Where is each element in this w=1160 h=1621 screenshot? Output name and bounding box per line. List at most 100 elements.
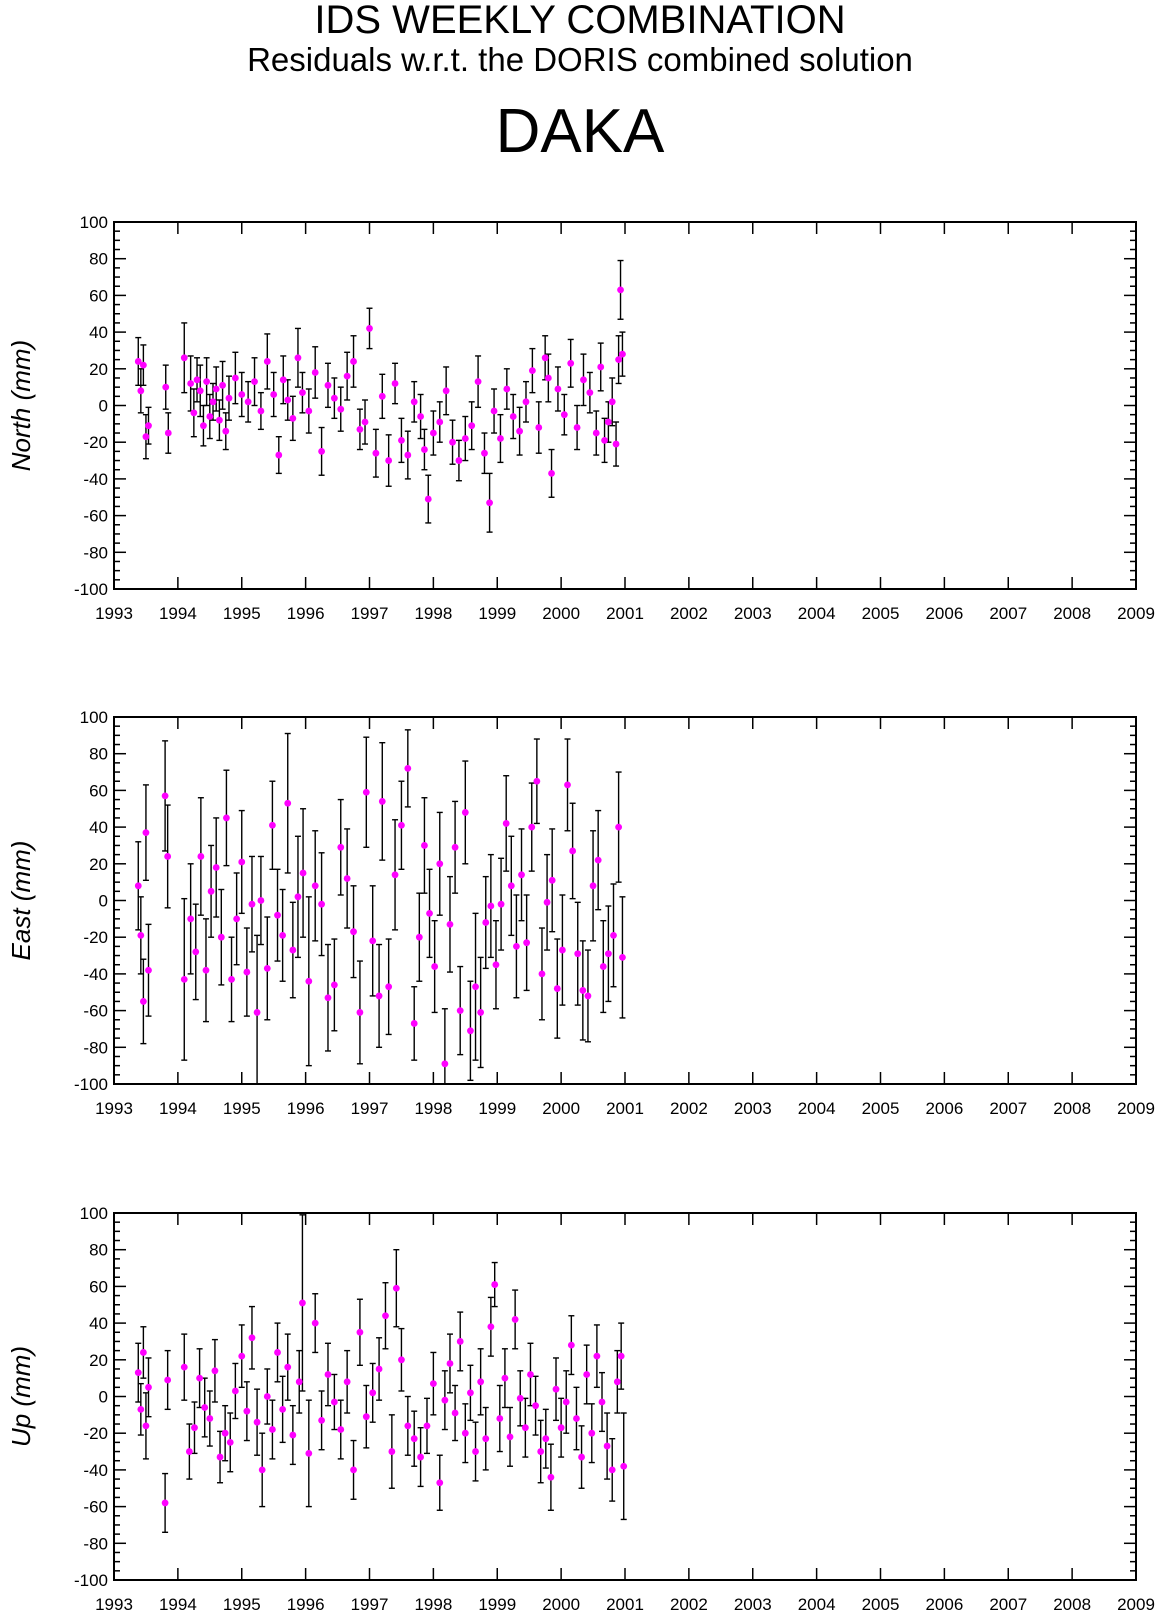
up-data-point	[501, 1374, 509, 1382]
up-data-point	[216, 1453, 224, 1461]
north-data-point	[509, 413, 517, 420]
up-data-point	[185, 1448, 193, 1455]
east-data-point	[378, 798, 386, 805]
east-data-point	[343, 875, 351, 882]
east-data-point	[289, 946, 297, 954]
east-data-point	[436, 860, 444, 868]
east-data-point	[318, 900, 325, 908]
north-data-point	[180, 354, 188, 362]
north-data-point	[481, 449, 488, 457]
north-data-point	[187, 380, 195, 387]
up-data-point	[305, 1449, 313, 1457]
east-data-point	[362, 788, 370, 796]
up-data-point	[477, 1378, 485, 1386]
north-ytick-label: 0	[99, 397, 108, 416]
up-data-point	[429, 1380, 437, 1388]
east-data-point	[599, 963, 607, 970]
north-ytick-label: -40	[83, 470, 108, 489]
east-data-point	[446, 920, 454, 928]
north-data-point	[193, 376, 201, 384]
north-data-point	[486, 499, 493, 507]
up-data-point	[578, 1453, 585, 1461]
east-data-point	[180, 976, 188, 983]
north-data-point	[601, 436, 608, 444]
north-ytick-label: -20	[83, 433, 108, 452]
up-data-point	[482, 1435, 490, 1443]
north-data-point	[372, 449, 380, 457]
north-data-point	[378, 392, 386, 400]
east-xtick-label: 1999	[478, 1099, 516, 1118]
north-data-point	[586, 389, 594, 397]
east-data-point	[594, 856, 602, 864]
north-xtick-label: 2008	[1053, 604, 1091, 623]
east-ytick-label: -80	[83, 1038, 108, 1057]
north-data-point	[567, 359, 575, 367]
east-data-point	[305, 977, 313, 985]
up-data-point	[284, 1363, 292, 1371]
north-data-point	[200, 422, 207, 430]
up-data-point	[226, 1438, 234, 1446]
up-data-point	[436, 1479, 444, 1487]
up-data-point	[392, 1284, 400, 1292]
east-data-point	[243, 968, 251, 976]
north-xtick-label: 1996	[287, 604, 325, 623]
east-data-point	[426, 909, 433, 917]
up-axis-label: Up (mm)	[6, 1346, 36, 1447]
up-data-point	[243, 1407, 251, 1415]
north-data-point	[548, 469, 555, 477]
east-xtick-label: 1994	[159, 1099, 197, 1118]
east-data-point	[197, 853, 205, 860]
east-xtick-label: 1998	[414, 1099, 452, 1118]
north-data-point	[442, 387, 450, 395]
north-data-point	[212, 385, 220, 393]
up-data-point	[398, 1356, 405, 1364]
up-xtick-label: 2006	[925, 1595, 963, 1614]
east-axis-label: East (mm)	[6, 841, 36, 961]
up-xtick-label: 2009	[1117, 1595, 1155, 1614]
north-data-point	[597, 363, 605, 371]
up-data-point	[180, 1363, 188, 1371]
up-data-point	[511, 1316, 519, 1323]
east-data-point	[274, 911, 281, 919]
east-data-point	[461, 809, 469, 816]
east-data-point	[559, 946, 566, 954]
up-data-point	[274, 1349, 281, 1356]
north-data-point	[554, 385, 562, 393]
up-data-point	[142, 1422, 150, 1430]
east-xtick-label: 1993	[95, 1099, 133, 1118]
north-data-point	[190, 409, 198, 417]
up-ytick-label: 20	[89, 1351, 108, 1370]
north-data-point	[516, 427, 524, 435]
east-xtick-label: 1997	[351, 1099, 389, 1118]
up-xtick-label: 1993	[95, 1595, 133, 1614]
up-data-point	[441, 1396, 449, 1404]
up-data-point	[388, 1448, 396, 1455]
east-data-point	[574, 950, 582, 958]
up-data-point	[567, 1341, 575, 1349]
north-data-point	[257, 407, 265, 415]
up-data-point	[201, 1404, 209, 1411]
up-ytick-label: -40	[83, 1461, 108, 1480]
up-xtick-label: 1999	[478, 1595, 516, 1614]
east-xtick-label: 2007	[989, 1099, 1027, 1118]
up-data-point	[516, 1394, 524, 1402]
north-data-point	[615, 356, 623, 364]
north-data-point	[468, 422, 476, 430]
north-data-point	[337, 405, 345, 413]
north-ytick-label: 100	[80, 213, 108, 232]
north-data-point	[134, 358, 142, 365]
north-data-point	[275, 451, 283, 459]
up-data-point	[472, 1448, 479, 1455]
north-data-point	[318, 447, 325, 455]
east-data-point	[223, 814, 230, 822]
north-xtick-label: 1998	[414, 604, 452, 623]
up-data-point	[613, 1378, 621, 1386]
north-data-point	[263, 358, 271, 365]
up-data-point	[145, 1383, 152, 1391]
up-data-point	[369, 1389, 377, 1397]
up-xtick-label: 1997	[351, 1595, 389, 1614]
up-data-point	[137, 1405, 145, 1413]
east-data-point	[604, 950, 612, 958]
east-data-point	[482, 919, 490, 926]
